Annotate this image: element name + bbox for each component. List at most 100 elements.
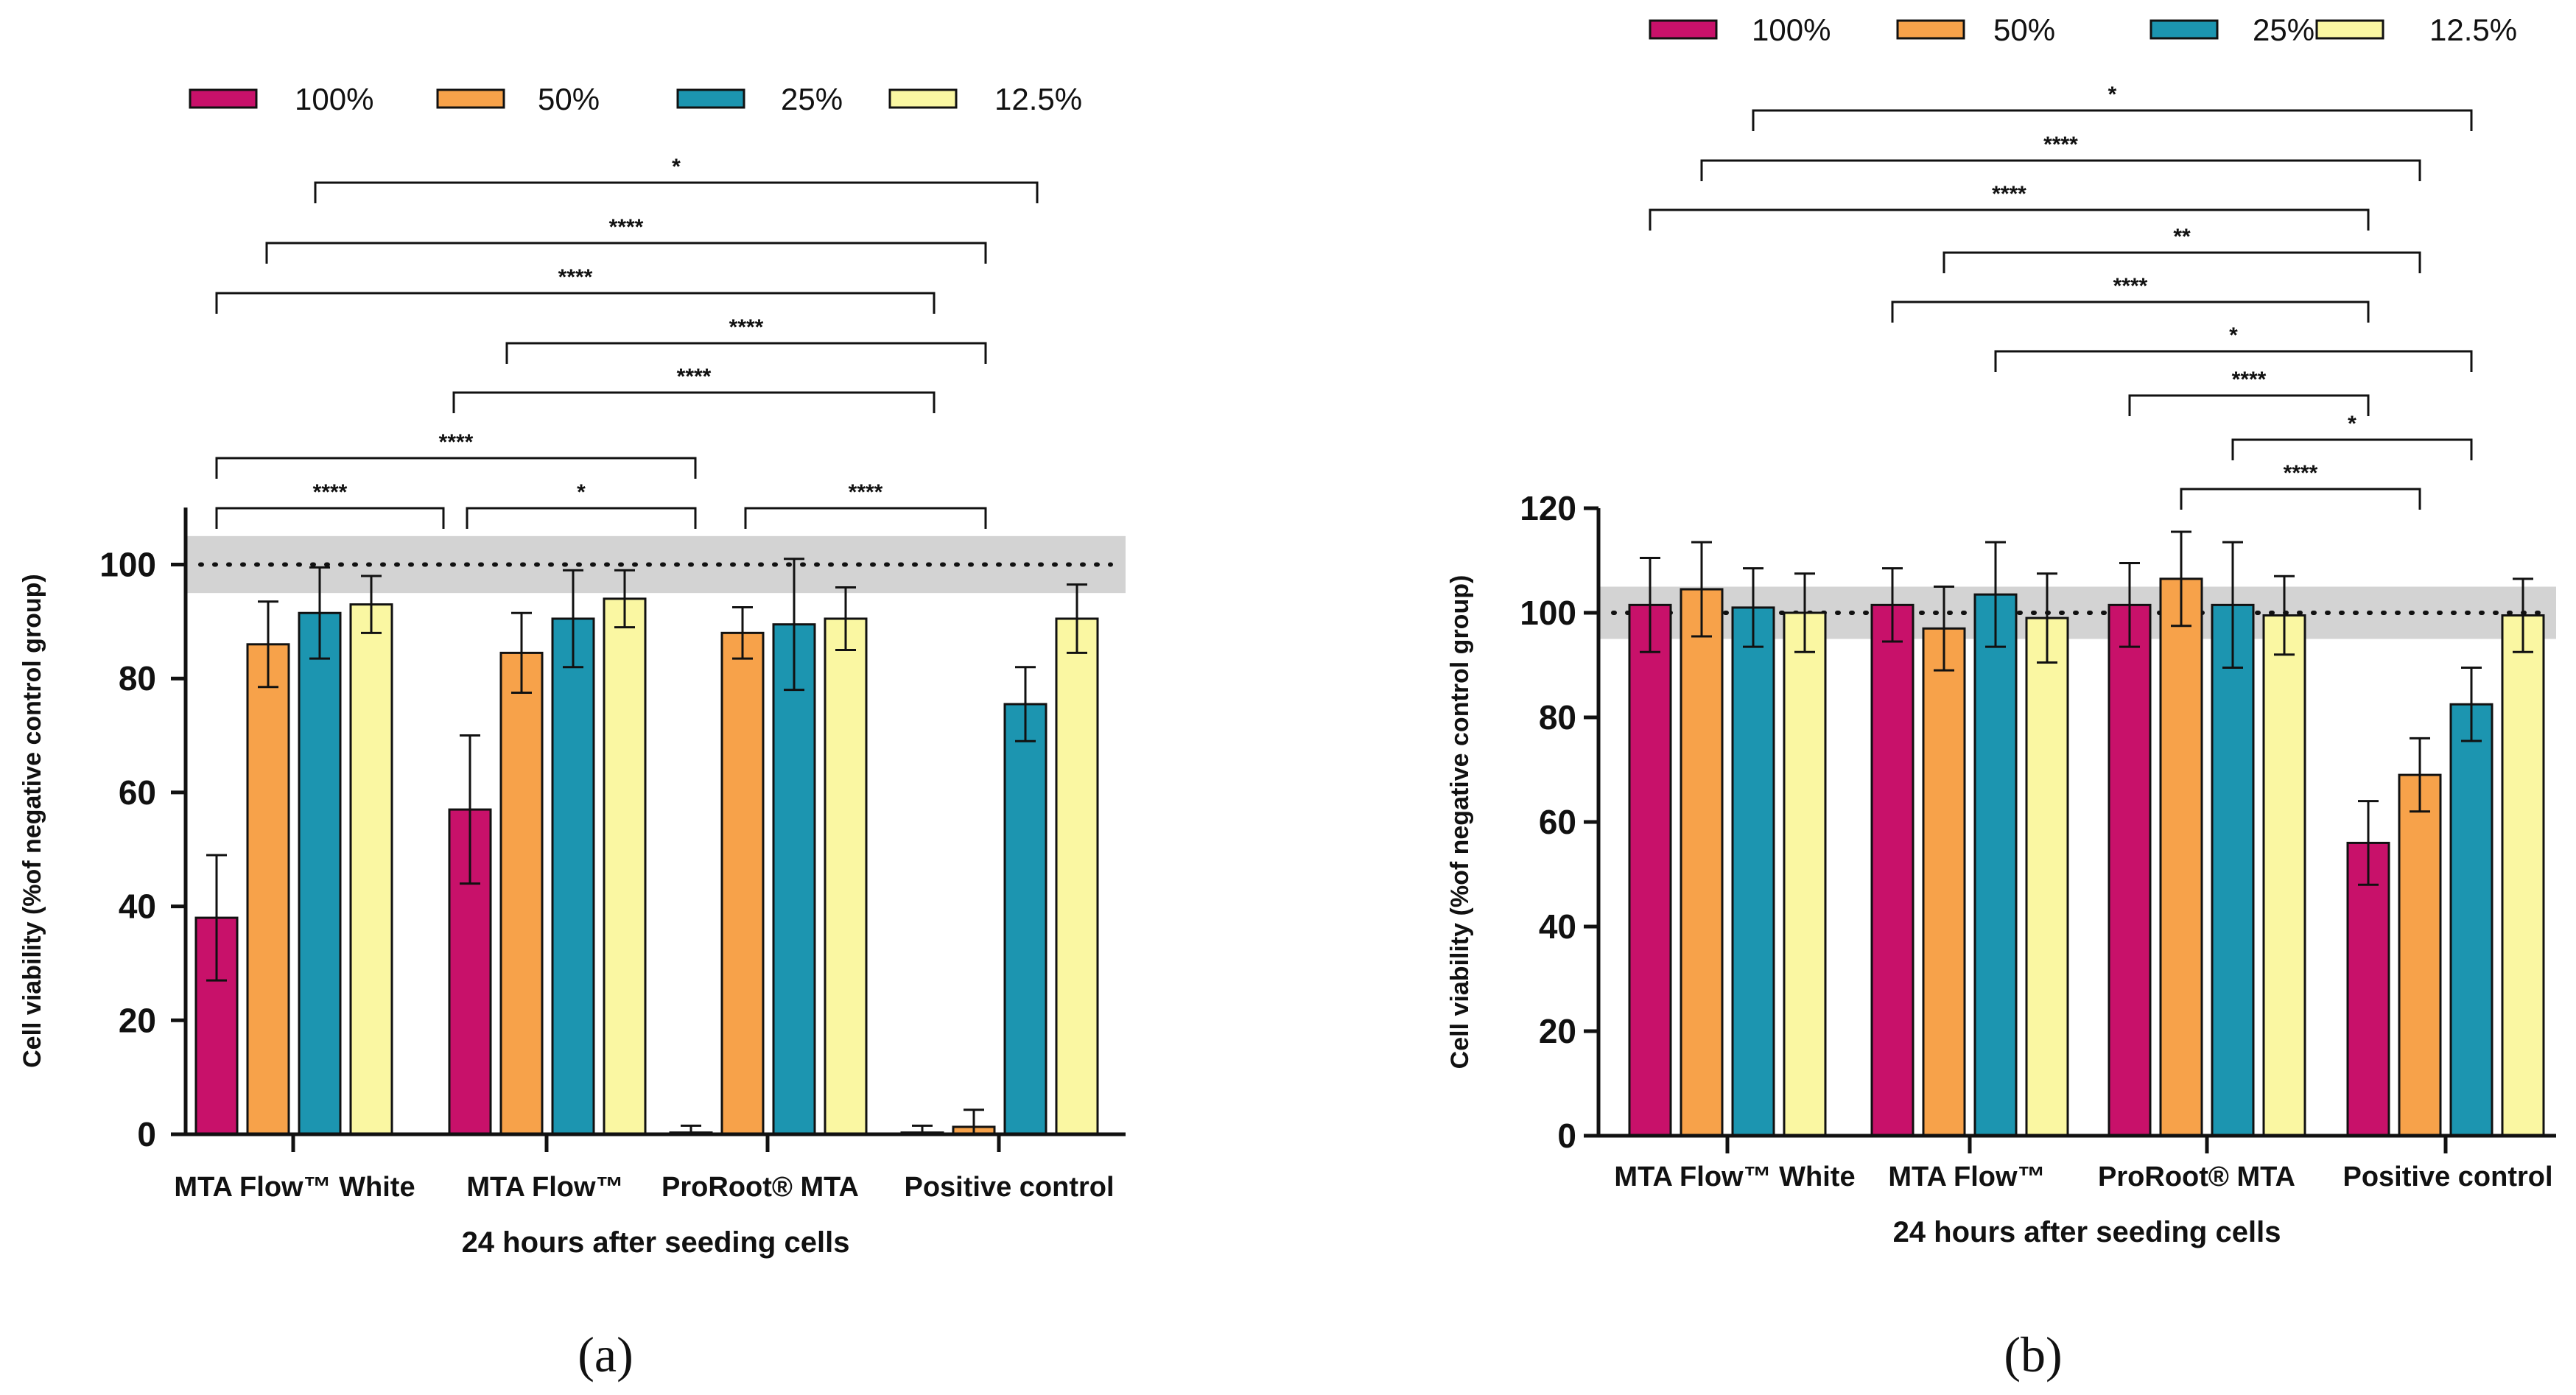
significance-label-8: **** [849,480,883,505]
legend-swatch-3 [2315,19,2384,40]
bar-0-2-3 [1003,703,1047,1136]
legend-label-0: 100% [295,82,373,116]
bar-1-0-0 [1628,603,1672,1137]
significance-label-5: * [2229,323,2238,348]
y-tick-label-3: 60 [1539,803,1576,841]
panel-b: 0 20 40 60 80 100 120 MTA Flow™ White MTA Flow™ P… [1446,13,2556,1382]
y-tick-label-2: 40 [119,888,156,926]
bar-0-1-0 [246,643,290,1136]
x-axis-title: 24 hours after seeding cells [1893,1216,2281,1248]
significance-bracket-3 [505,342,987,364]
significance-label-4: **** [677,365,712,389]
legend-label-3: 12.5% [2429,13,2517,47]
y-axis-title: Cell viability (%of negative control gro… [1446,575,1474,1069]
significance-bracket-5 [1994,350,2473,372]
y-tick-label-2: 40 [1539,907,1576,946]
significance-bracket-4 [452,391,936,413]
category-label-2: ProRoot® MTA [2098,1162,2295,1192]
significance-label-0: * [2108,82,2117,107]
bar-1-3-1 [2025,616,2069,1137]
significance-bracket-7 [466,507,697,529]
significance-label-5: **** [439,430,474,454]
legend-swatch-2 [2149,19,2219,40]
significance-bracket-2 [215,292,936,314]
bar-0-2-2 [772,623,816,1136]
y-tick-label-5: 100 [99,546,156,584]
bar-0-3-3 [1055,617,1099,1136]
bar-0-3-1 [603,597,647,1136]
category-label-1: MTA Flow™ [1888,1162,2045,1192]
legend-label-2: 25% [2253,13,2314,47]
significance-bracket-3 [1942,251,2421,273]
y-tick-label-0: 0 [137,1115,156,1153]
panel-label: (b) [2004,1327,2062,1382]
significance-bracket-1 [265,242,987,264]
panel-label: (a) [578,1327,633,1382]
significance-bracket-0 [314,181,1039,203]
significance-bracket-0 [1752,109,2473,131]
x-axis-title: 24 hours after seeding cells [462,1226,850,1259]
significance-bracket-4 [1891,301,2370,323]
significance-bracket-2 [1649,208,2370,231]
category-label-1: MTA Flow™ [466,1172,623,1203]
category-label-3: Positive control [904,1172,1114,1203]
bar-1-0-3 [2346,841,2390,1137]
significance-bracket-8 [2180,488,2421,510]
significance-label-4: **** [2113,274,2148,298]
significance-bracket-8 [744,507,987,529]
significance-label-3: **** [729,315,764,340]
category-label-2: ProRoot® MTA [661,1172,859,1203]
bar-1-1-2 [2159,577,2203,1137]
legend-label-1: 50% [538,82,600,116]
legend-label-3: 12.5% [994,82,1082,116]
y-tick-label-1: 20 [1539,1012,1576,1050]
bar-1-0-2 [2108,603,2152,1137]
legend-label-1: 50% [1993,13,2055,47]
significance-label-6: **** [313,480,348,505]
y-tick-label-4: 80 [1539,698,1576,737]
significance-label-8: **** [2284,461,2318,485]
legend-swatch-1 [1896,19,1965,40]
bar-0-2-0 [298,611,342,1136]
bar-0-3-0 [349,603,393,1136]
bar-1-1-3 [2398,773,2442,1137]
legend-swatch-0 [189,88,258,109]
bar-1-2-3 [2449,703,2493,1137]
significance-label-2: **** [1992,182,2026,206]
significance-label-1: **** [609,215,644,239]
significance-label-1: **** [2043,133,2078,157]
significance-label-0: * [672,155,681,179]
y-tick-label-0: 0 [1557,1117,1576,1155]
bar-0-2-1 [551,617,595,1136]
y-tick-label-6: 120 [1520,489,1576,527]
legend-swatch-0 [1649,19,1718,40]
significance-label-6: **** [2232,368,2267,392]
legend-swatch-1 [436,88,505,109]
legend-label-2: 25% [781,82,843,116]
bar-1-3-3 [2501,614,2545,1137]
category-label-3: Positive control [2342,1162,2552,1192]
bar-0-3-2 [824,617,868,1136]
y-tick-label-3: 60 [119,773,156,812]
significance-bracket-7 [2231,438,2473,460]
bar-1-2-2 [2211,603,2255,1137]
bar-1-3-0 [1783,611,1827,1137]
bar-0-1-2 [720,631,765,1136]
y-tick-label-5: 100 [1520,594,1576,632]
category-label-0: MTA Flow™ White [1614,1162,1855,1192]
significance-bracket-6 [2128,394,2370,416]
significance-label-7: * [577,480,586,505]
significance-bracket-5 [215,457,697,479]
bar-1-2-0 [1731,606,1775,1137]
legend-swatch-3 [888,88,958,109]
y-axis-title: Cell viability (%of negative control gro… [18,574,46,1068]
panel-a: 0 20 40 60 80 100 MTA Flow™ White MTA Flow™ ProR… [18,82,1126,1382]
significance-label-7: * [2348,412,2356,436]
bar-0-1-1 [499,651,544,1136]
bar-1-1-0 [1680,588,1724,1137]
significance-label-2: **** [558,265,593,289]
category-label-0: MTA Flow™ White [174,1172,415,1203]
legend-label-0: 100% [1752,13,1831,47]
significance-bracket-1 [1700,159,2421,181]
